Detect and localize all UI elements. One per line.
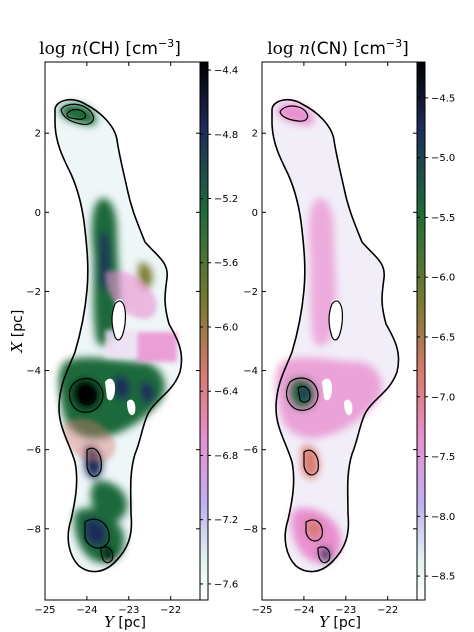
title-species: (CN) [cm (310, 39, 386, 59)
ch-panel: log n(CH) [cm−3] (8, 37, 238, 631)
y-tick-label: −8 (26, 524, 41, 535)
title-species: (CH) [cm (82, 39, 158, 59)
x-tick-label: −24 (76, 605, 97, 616)
ch-panel-title: log n(CH) [cm−3] (39, 37, 181, 59)
colorbar-tick-label: −4.5 (431, 93, 455, 104)
colorbar-tick-label: −8.5 (431, 572, 455, 583)
cn-density-map (271, 98, 400, 573)
colorbar-tick-label: −5.2 (214, 194, 238, 205)
colorbar-tick-label: −4.4 (214, 66, 238, 77)
title-close: ] (402, 39, 409, 59)
title-var: n (71, 39, 82, 59)
cn-x-axis: −25 −24 −23 −22 (251, 62, 398, 616)
x-tick-label: −23 (118, 605, 139, 616)
colorbar-tick-label: −8.0 (431, 512, 455, 523)
colorbar-tick-label: −6.5 (431, 332, 455, 343)
y-tick-label: −2 (26, 287, 41, 298)
cn-colorbar (416, 61, 426, 601)
colorbar-tick-label: −7.5 (431, 452, 455, 463)
colorbar-tick-label: −4.8 (214, 130, 238, 141)
y-tick-label: 0 (35, 208, 41, 219)
x-tick-label: −23 (335, 605, 356, 616)
ch-density-map (54, 98, 183, 573)
cn-panel: log n(CN) [cm−3] (243, 37, 455, 631)
x-tick-label: −22 (377, 605, 398, 616)
cn-colorbar-ticks: −4.5 −5.0 −5.5 −6.0 −6.5 −7.0 −7.5 −8.0 −8.5 (417, 93, 455, 583)
x-label-var: Y (319, 613, 331, 631)
y-tick-label: −6 (26, 445, 41, 456)
y-tick-label: −8 (243, 524, 258, 535)
y-tick-label: −6 (243, 445, 258, 456)
colorbar-tick-label: −5.5 (431, 213, 455, 224)
cn-panel-title: log n(CN) [cm−3] (267, 37, 409, 59)
x-tick-label: −22 (160, 605, 181, 616)
ch-colorbar-ticks: −4.4 −4.8 −5.2 −5.6 −6.0 −6.4 −6.8 −7.2 −7.6 (200, 66, 238, 590)
cn-y-axis: 2 0 −2 −4 −6 −8 (243, 129, 417, 535)
y-tick-label: 2 (35, 129, 41, 140)
title-log: log (39, 39, 71, 59)
y-tick-label: −2 (243, 287, 258, 298)
ch-colorbar (199, 61, 209, 601)
ch-y-axis-label: X [pc] (8, 310, 26, 354)
title-var: n (299, 39, 310, 59)
colorbar-tick-label: −5.0 (431, 153, 455, 164)
title-exp: −3 (158, 37, 174, 50)
y-label-unit: [pc] (10, 310, 26, 342)
colorbar-tick-label: −6.0 (431, 273, 455, 284)
x-tick-label: −25 (251, 605, 272, 616)
colorbar-tick-label: −7.6 (214, 579, 238, 590)
x-label-unit: [pc] (329, 615, 361, 631)
y-tick-label: 2 (252, 129, 258, 140)
colorbar-tick-label: −6.0 (214, 322, 238, 333)
colorbar-tick-label: −6.4 (214, 387, 238, 398)
ch-x-axis-label: Y [pc] (104, 613, 146, 631)
title-log: log (267, 39, 299, 59)
cn-x-axis-label: Y [pc] (319, 613, 361, 631)
ch-x-axis: −25 −24 −23 −22 (34, 62, 181, 616)
y-tick-label: 0 (252, 208, 258, 219)
y-tick-label: −4 (243, 366, 258, 377)
colorbar-tick-label: −7.2 (214, 515, 238, 526)
x-tick-label: −25 (34, 605, 55, 616)
colorbar-tick-label: −7.0 (431, 392, 455, 403)
ch-y-axis: 2 0 −2 −4 −6 −8 (26, 129, 200, 535)
x-label-unit: [pc] (114, 615, 146, 631)
y-tick-label: −4 (26, 366, 41, 377)
y-label-var: X (8, 340, 26, 353)
x-tick-label: −24 (293, 605, 314, 616)
colorbar-tick-label: −6.8 (214, 451, 238, 462)
title-exp: −3 (386, 37, 402, 50)
title-close: ] (174, 39, 181, 59)
colorbar-tick-label: −5.6 (214, 258, 238, 269)
x-label-var: Y (104, 613, 116, 631)
